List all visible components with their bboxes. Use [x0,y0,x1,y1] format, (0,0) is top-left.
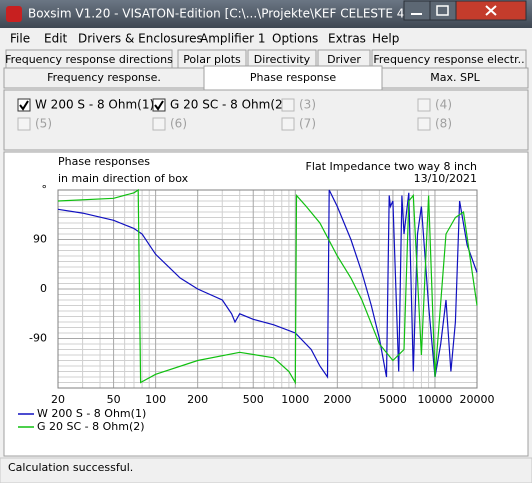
plot-frame [57,189,478,389]
window-title: Boxsim V1.20 - VISATON-Edition [C:\...\P… [28,7,476,21]
x-tick-label: 20000 [460,393,495,406]
menu-item[interactable]: Options [272,32,318,46]
menu-item[interactable]: Drivers & Enclosures [78,32,203,46]
checkbox[interactable] [417,117,431,131]
legend-label: G 20 SC - 8 Ohm(2) [37,420,145,433]
menu-item[interactable]: Edit [44,32,68,46]
menu-item[interactable]: Help [372,32,399,46]
phase-line [57,188,478,385]
x-tick-label: 5000 [379,393,407,406]
checkbox-label: (5) [35,117,52,131]
y-tick-label: ° [42,183,48,196]
tab-label: Directivity [254,53,311,66]
tab-label: Driver [327,53,361,66]
maximize-button[interactable] [429,0,457,21]
app-icon [6,6,22,22]
y-tick-label: -90 [29,332,47,345]
tab-label: Frequency response directions [5,53,173,66]
x-tick-label: 500 [243,393,264,406]
menu-item[interactable]: Amplifier 1 [200,32,266,46]
maximize-icon [436,5,449,16]
chart-title: Phase responses [58,155,150,168]
legend-label: W 200 S - 8 Ohm(1) [37,407,146,420]
check-mark [19,100,29,111]
x-tick-label: 1000 [281,393,309,406]
tab-label: Phase response [250,71,337,84]
checkbox-label: (3) [299,98,316,112]
phase-line [57,189,478,379]
checkbox-label: (4) [435,98,452,112]
x-tick-label: 200 [187,393,208,406]
checkbox-label: G 20 SC - 8 Ohm(2) [170,98,287,112]
x-tick-label: 100 [145,393,166,406]
close-icon [485,5,497,16]
menu-bar [0,28,532,48]
status-bar [0,457,532,483]
checkbox-label: W 200 S - 8 Ohm(1) [35,98,154,112]
checkbox[interactable] [281,98,295,112]
status-text: Calculation successful. [8,461,133,474]
checkbox-label: (6) [170,117,187,131]
tab-label: Max. SPL [430,71,480,84]
checkbox[interactable] [17,117,31,131]
check-mark [154,100,164,111]
y-tick-label: 90 [33,233,47,246]
tab[interactable] [381,67,529,89]
annotation: 13/10/2021 [414,172,477,185]
tab-label: Frequency response electr.. [373,53,524,66]
tab-label: Frequency response. [47,71,161,84]
checkbox[interactable] [417,98,431,112]
checkbox[interactable] [152,117,166,131]
annotation: Flat Impedance two way 8 inch [306,160,478,173]
x-tick-label: 2000 [323,393,351,406]
x-tick-label: 50 [107,393,121,406]
y-tick-label: 0 [40,282,47,295]
checkbox-label: (7) [299,117,316,131]
minimize-button[interactable] [403,0,431,21]
chart-subtitle: in main direction of box [58,172,189,185]
checkbox[interactable] [281,117,295,131]
x-tick-label: 20 [51,393,65,406]
checkbox-label: (8) [435,117,452,131]
menu-item[interactable]: File [10,32,30,46]
x-tick-label: 10000 [417,393,452,406]
tab-label: Polar plots [183,53,241,66]
selected-tab[interactable] [203,65,383,91]
menu-item[interactable]: Extras [328,32,366,46]
